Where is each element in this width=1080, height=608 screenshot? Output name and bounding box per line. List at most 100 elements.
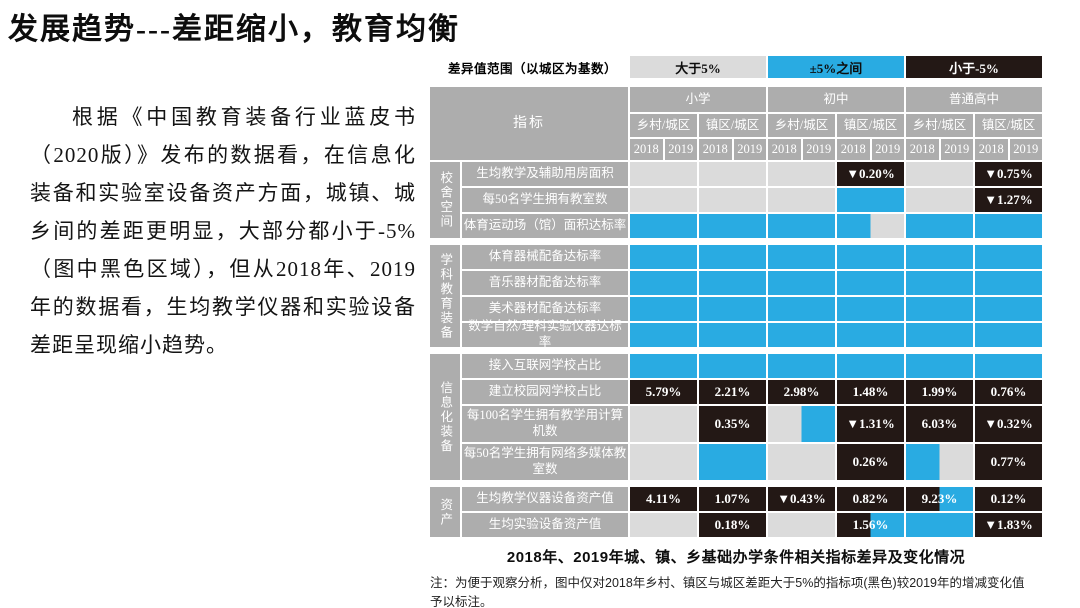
cell-r5-p5 (975, 297, 1042, 321)
cell-r2-p5 (975, 214, 1042, 238)
cell-r11-p1-value: 1.07% (699, 487, 766, 511)
year-header-0: 2018 (630, 139, 663, 160)
intro-paragraph: 根据《中国教育装备行业蓝皮书（2020版）》发布的数据看，在信息化装备和实验室设… (30, 105, 416, 357)
cell-r8-p5-value: 0.76% (975, 380, 1042, 404)
cell-r10-p4 (906, 444, 973, 480)
cell-r7-p1 (699, 354, 766, 378)
cell-r3-p0 (630, 245, 697, 269)
year-header-3: 2019 (733, 139, 766, 160)
cell-r5-p2 (768, 297, 835, 321)
cell-r3-p1 (699, 245, 766, 269)
cell-r1-p0 (630, 188, 697, 212)
level-header-1: 初中 (768, 87, 904, 112)
cell-r1-p5-value: ▼1.27% (975, 188, 1042, 212)
cell-r2-p0 (630, 214, 697, 238)
cell-r5-p3 (837, 297, 904, 321)
cell-r6-p1 (699, 323, 766, 347)
cell-r11-p4-value: 9.23% (906, 487, 973, 511)
cell-r5-p0 (630, 297, 697, 321)
cell-r9-p1-value: 0.35% (699, 406, 766, 442)
cell-r9-p5-value: ▼0.32% (975, 406, 1042, 442)
area-pair-header-4: 乡村/城区 (906, 114, 973, 137)
level-header-2: 普通高中 (906, 87, 1042, 112)
legend-item-black: 小于-5% (906, 56, 1042, 78)
cell-r10-p3-value: 0.26% (837, 444, 904, 480)
cell-r7-p5 (975, 354, 1042, 378)
row-label-0: 生均教学及辅助用房面积 (462, 162, 628, 186)
cell-r0-p0 (630, 162, 697, 186)
legend-item-gray: 大于5% (630, 56, 766, 78)
cell-r3-p4 (906, 245, 973, 269)
row-label-7: 接入互联网学校占比 (462, 354, 628, 378)
cell-r0-p3-value: ▼0.20% (837, 162, 904, 186)
year-header-8: 2018 (906, 139, 939, 160)
cell-r12-p2 (768, 513, 835, 537)
level-header-0: 小学 (630, 87, 766, 112)
row-label-3: 体育器械配备达标率 (462, 245, 628, 269)
cell-r11-p0-value: 4.11% (630, 487, 697, 511)
year-header-5: 2019 (802, 139, 835, 160)
row-label-11: 生均教学仪器设备资产值 (462, 487, 628, 511)
year-header-9: 2019 (940, 139, 973, 160)
year-header-4: 2018 (768, 139, 801, 160)
cell-r9-p0 (630, 406, 697, 442)
cell-r10-p0 (630, 444, 697, 480)
row-label-9: 每100名学生拥有教学用计算机数 (462, 406, 628, 442)
legend-label: 差异值范围（以城区为基数） (448, 61, 618, 76)
cell-r10-p1 (699, 444, 766, 480)
group-label-0: 校舍空间 (430, 162, 460, 238)
cell-r8-p2-value: 2.98% (768, 380, 835, 404)
cell-r7-p2 (768, 354, 835, 378)
year-header-2: 2018 (699, 139, 732, 160)
cell-r9-p4-value: 6.03% (906, 406, 973, 442)
cell-r8-p1-value: 2.21% (699, 380, 766, 404)
legend-item-blue: ±5%之间 (768, 56, 904, 78)
cell-r10-p2 (768, 444, 835, 480)
cell-r9-p3-value: ▼1.31% (837, 406, 904, 442)
cell-r2-p3 (837, 214, 904, 238)
indicator-header: 指标 (430, 87, 628, 160)
area-pair-header-2: 乡村/城区 (768, 114, 835, 137)
cell-r7-p3 (837, 354, 904, 378)
cell-r2-p1 (699, 214, 766, 238)
row-label-8: 建立校园网学校占比 (462, 380, 628, 404)
cell-r9-p2 (768, 406, 835, 442)
cell-r8-p4-value: 1.99% (906, 380, 973, 404)
cell-r2-p2 (768, 214, 835, 238)
cell-r1-p4 (906, 188, 973, 212)
cell-r12-p0 (630, 513, 697, 537)
cell-r4-p4 (906, 271, 973, 295)
cell-r5-p1 (699, 297, 766, 321)
group-label-2: 信息化装备 (430, 354, 460, 480)
cell-r1-p3 (837, 188, 904, 212)
cell-r12-p4 (906, 513, 973, 537)
chart-note: 注：为便于观察分析，图中仅对2018年乡村、镇区与城区差距大于5%的指标项(黑色… (430, 576, 1025, 608)
indicator-table: 差异值范围（以城区为基数） 大于5% ±5%之间 小于-5% 指标 小学 初中 普通高中 乡村/… (430, 56, 1042, 537)
group-label-3: 资产 (430, 487, 460, 537)
cell-r0-p5-value: ▼0.75% (975, 162, 1042, 186)
cell-r7-p0 (630, 354, 697, 378)
cell-r0-p4 (906, 162, 973, 186)
row-label-6: 数学自然/理科实验仪器达标率 (462, 319, 628, 349)
cell-r6-p4 (906, 323, 973, 347)
year-header-7: 2019 (871, 139, 904, 160)
cell-r12-p3-value: 1.56% (837, 513, 904, 537)
row-label-10: 每50名学生拥有网络多媒体教室数 (462, 444, 628, 480)
year-header-1: 2019 (664, 139, 697, 160)
cell-r1-p2 (768, 188, 835, 212)
cell-r11-p5-value: 0.12% (975, 487, 1042, 511)
row-label-2: 体育运动场（馆）面积达标率 (462, 214, 628, 238)
cell-r3-p3 (837, 245, 904, 269)
area-pair-header-5: 镇区/城区 (975, 114, 1042, 137)
row-label-12: 生均实验设备资产值 (462, 513, 628, 537)
cell-r0-p2 (768, 162, 835, 186)
year-header-11: 2019 (1009, 139, 1042, 160)
chart-panel: 差异值范围（以城区为基数） 大于5% ±5%之间 小于-5% 指标 小学 初中 普通高中 乡村/… (430, 56, 1042, 608)
cell-r8-p0-value: 5.79% (630, 380, 697, 404)
group-label-1: 学科教育装备 (430, 245, 460, 347)
year-header-6: 2018 (837, 139, 870, 160)
chart-caption: 2018年、2019年城、镇、乡基础办学条件相关指标差异及变化情况 (506, 549, 966, 566)
cell-r2-p4 (906, 214, 973, 238)
cell-r6-p0 (630, 323, 697, 347)
cell-r0-p1 (699, 162, 766, 186)
